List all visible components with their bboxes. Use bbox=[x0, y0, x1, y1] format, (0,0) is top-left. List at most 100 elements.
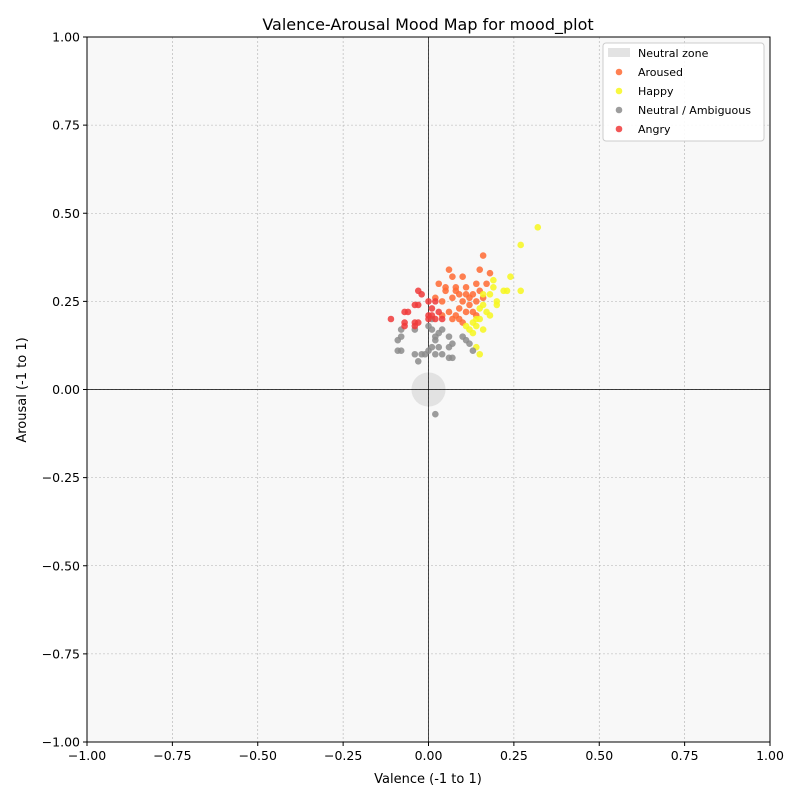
data-point bbox=[445, 308, 453, 316]
data-point bbox=[466, 340, 473, 347]
legend-box bbox=[602, 42, 765, 142]
data-point bbox=[432, 350, 439, 358]
legend-label: Angry bbox=[638, 123, 671, 136]
data-point bbox=[476, 350, 484, 358]
data-point bbox=[473, 322, 480, 330]
data-point bbox=[507, 273, 514, 281]
data-point bbox=[455, 315, 463, 323]
data-point bbox=[425, 315, 432, 323]
data-point bbox=[401, 322, 408, 330]
data-point bbox=[411, 350, 419, 358]
data-point bbox=[469, 329, 477, 337]
data-point bbox=[425, 298, 432, 305]
data-point bbox=[449, 315, 456, 323]
series-2 bbox=[394, 315, 477, 418]
data-point bbox=[462, 291, 470, 298]
data-point bbox=[486, 312, 494, 319]
data-point bbox=[414, 358, 422, 365]
data-point bbox=[432, 298, 439, 305]
data-point bbox=[479, 301, 487, 309]
legend: Neutral zone Aroused Happy Neutral / Ambigu… bbox=[602, 42, 765, 142]
data-point bbox=[490, 276, 497, 284]
y-tick-label: −0.25 bbox=[42, 470, 80, 485]
legend-marker bbox=[615, 68, 623, 76]
data-points bbox=[387, 224, 542, 418]
x-tick-label: 0.00 bbox=[415, 748, 443, 763]
data-point bbox=[483, 280, 490, 288]
data-point bbox=[442, 283, 449, 291]
data-point bbox=[438, 326, 446, 333]
x-tick-label: 1.00 bbox=[756, 748, 784, 763]
y-tick-label: −1.00 bbox=[42, 735, 80, 750]
data-point bbox=[486, 269, 494, 277]
data-point bbox=[503, 287, 511, 295]
data-point bbox=[479, 291, 487, 298]
axis-ticks: −1.00−1.00 −0.75 −0.75 −0.50 −0.50 −0.25 −0.25… bbox=[42, 30, 784, 764]
data-point bbox=[432, 315, 439, 323]
data-point bbox=[479, 326, 487, 333]
data-point bbox=[473, 315, 480, 323]
data-point bbox=[404, 308, 412, 316]
y-tick-label: 0.50 bbox=[52, 206, 80, 221]
data-point bbox=[455, 291, 463, 298]
legend-marker bbox=[615, 125, 623, 133]
y-tick-label: 1.00 bbox=[52, 30, 80, 45]
x-tick-label: 0.25 bbox=[500, 748, 528, 763]
y-tick-label: −0.50 bbox=[42, 558, 80, 573]
data-point bbox=[449, 340, 456, 347]
series-0 bbox=[432, 252, 494, 326]
data-point bbox=[435, 343, 443, 351]
data-point bbox=[490, 283, 497, 291]
y-tick-label: 0.75 bbox=[52, 118, 80, 133]
x-tick-label: −0.25 bbox=[324, 748, 362, 763]
data-point bbox=[435, 308, 443, 316]
data-point bbox=[449, 354, 456, 362]
data-point bbox=[428, 305, 436, 312]
data-point bbox=[387, 315, 395, 323]
data-point bbox=[466, 301, 473, 309]
data-point bbox=[462, 308, 470, 316]
y-tick-label: 0.00 bbox=[52, 382, 80, 397]
x-tick-label: −0.75 bbox=[153, 748, 191, 763]
y-tick-label: −0.75 bbox=[42, 646, 80, 661]
data-point bbox=[452, 283, 460, 291]
data-point bbox=[534, 224, 542, 231]
chart-title: Valence-Arousal Mood Map for mood_plot bbox=[262, 15, 593, 35]
data-point bbox=[438, 315, 446, 323]
data-point bbox=[476, 266, 484, 273]
x-tick-label: 0.75 bbox=[671, 748, 699, 763]
data-point bbox=[462, 283, 470, 291]
data-point bbox=[432, 410, 439, 418]
legend-marker bbox=[615, 87, 623, 95]
data-point bbox=[394, 336, 402, 344]
data-point bbox=[455, 305, 463, 312]
data-point bbox=[449, 294, 456, 302]
data-point bbox=[438, 350, 446, 358]
data-point bbox=[438, 298, 446, 305]
y-axis-label: Arousal (-1 to 1) bbox=[15, 337, 30, 442]
data-point bbox=[473, 298, 480, 305]
x-tick-label: 0.50 bbox=[585, 748, 613, 763]
data-point bbox=[469, 347, 477, 355]
data-point bbox=[459, 298, 466, 305]
legend-marker bbox=[615, 106, 623, 114]
data-point bbox=[445, 333, 453, 340]
data-point bbox=[428, 326, 436, 333]
x-tick-label: −1.00 bbox=[68, 748, 106, 763]
data-point bbox=[418, 291, 425, 298]
data-point bbox=[459, 273, 466, 281]
data-point bbox=[435, 280, 443, 288]
legend-label: Happy bbox=[638, 85, 674, 98]
data-point bbox=[428, 343, 436, 351]
data-point bbox=[449, 273, 456, 281]
legend-label: Neutral / Ambiguous bbox=[638, 104, 751, 117]
series-1 bbox=[462, 224, 542, 358]
legend-label: Neutral zone bbox=[638, 47, 709, 60]
series-3 bbox=[387, 287, 446, 330]
data-point bbox=[479, 252, 487, 259]
data-point bbox=[432, 336, 439, 344]
data-point bbox=[493, 301, 501, 309]
data-point bbox=[517, 287, 525, 295]
data-point bbox=[517, 241, 525, 249]
